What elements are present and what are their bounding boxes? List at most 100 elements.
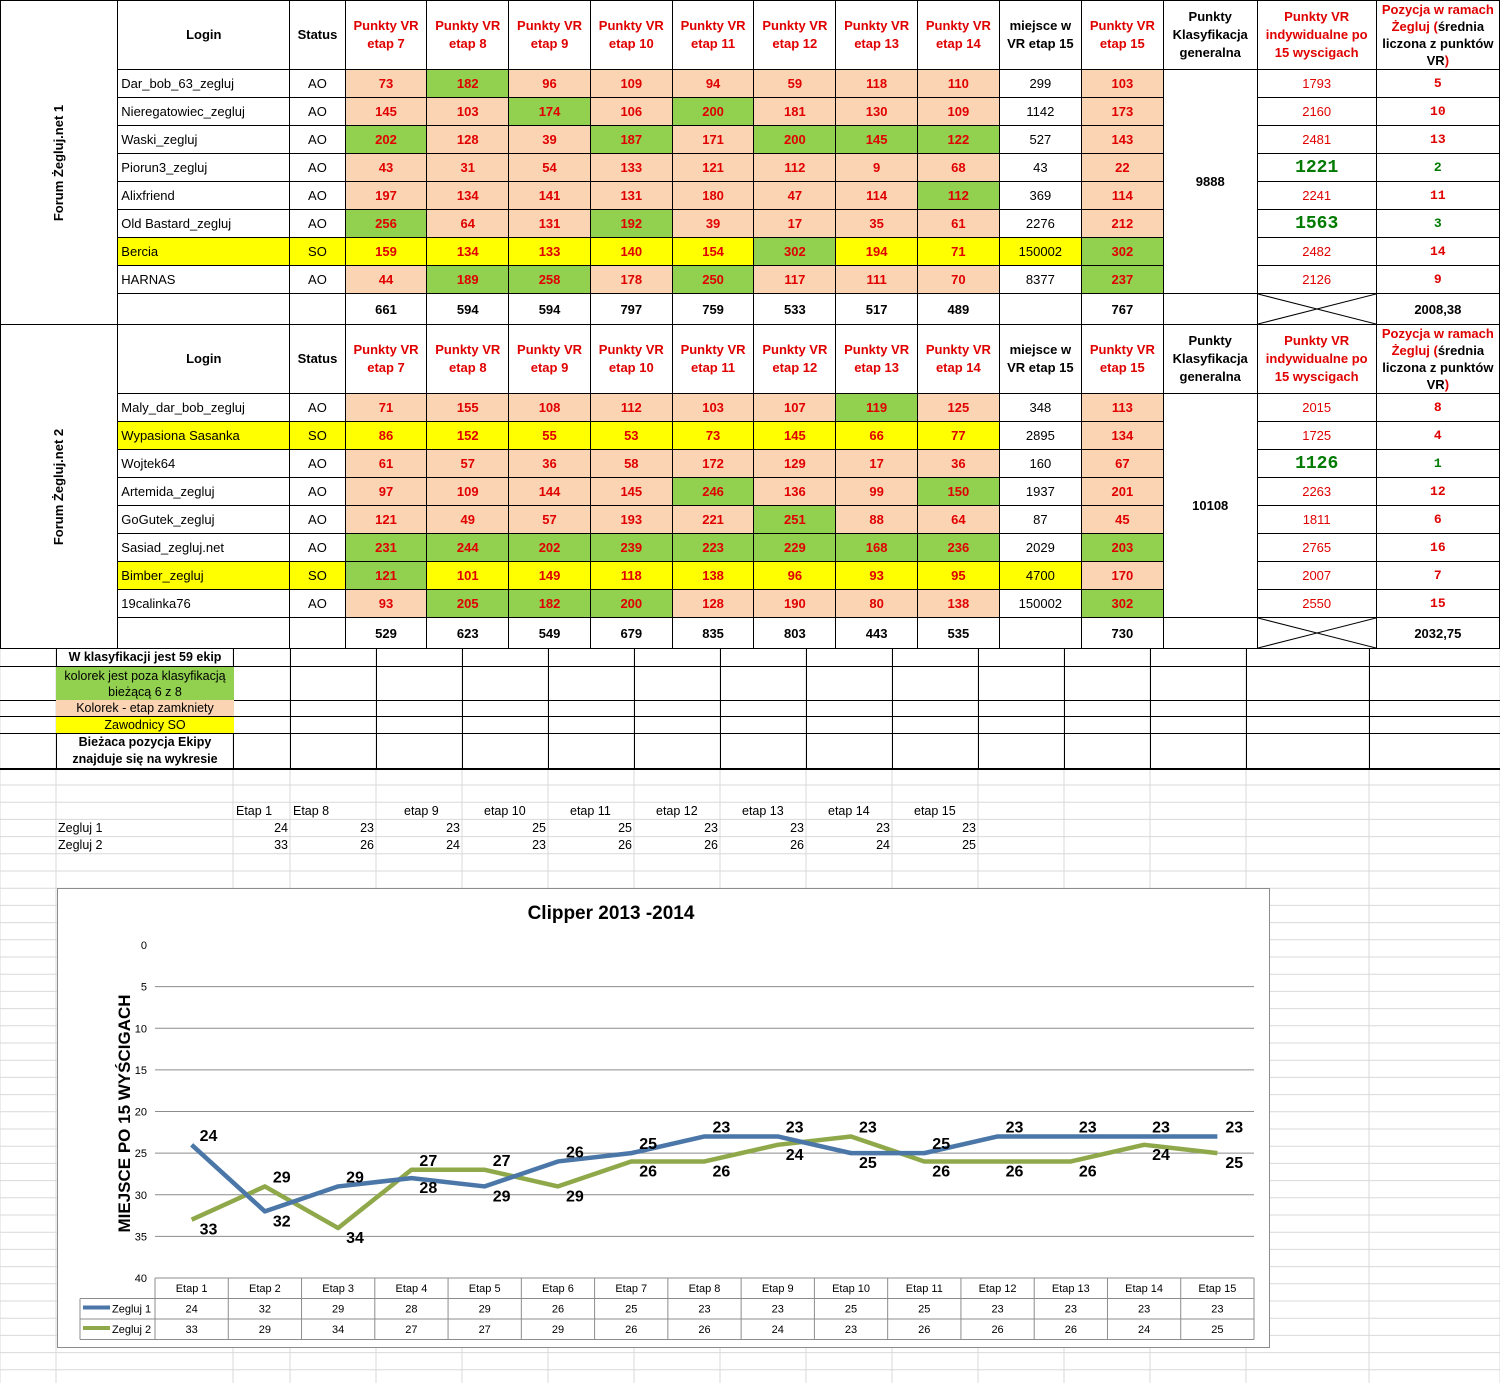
pts15-cell: 114 (1080, 181, 1164, 210)
y-tick-label: 30 (135, 1190, 147, 1202)
data-table-value: 26 (918, 1324, 930, 1336)
x-tick-label: Etap 8 (689, 1283, 721, 1295)
table-row: Bercia SO 159 134 133 140 154 302 194 71 150002 302… (1, 237, 1500, 266)
login-cell: Dar_bob_63_zegluj (117, 69, 291, 98)
data-table-value: 26 (552, 1304, 564, 1316)
total-value: 443 (835, 617, 918, 649)
stage-points: 178 (589, 265, 673, 294)
x-tick-label: Etap 4 (396, 1283, 428, 1295)
header-position-text: Pozycja w ramach Żegluj ( (1381, 326, 1494, 358)
status-cell: AO (289, 533, 346, 562)
legend-note: Bieżaca pozycja Ekipy znajduje się na wy… (72, 735, 218, 766)
data-table-value: 29 (332, 1304, 344, 1316)
mini-header: etap 14 (828, 804, 870, 818)
series-line (190, 1134, 1218, 1231)
status-cell: AO (289, 393, 346, 422)
team-position: 12 (1375, 477, 1500, 506)
login-cell: Old Bastard_zegluj (117, 209, 291, 238)
total-value: 489 (916, 293, 1000, 325)
header-row: Forum Żegluj.net 1 Login Status Punkty VR e… (0, 0, 1500, 325)
data-label: 25 (639, 1136, 657, 1153)
stage-points: 86 (344, 421, 428, 450)
header-login: Login (117, 324, 291, 394)
individual-points: 2015 (1256, 393, 1377, 422)
stage-points: 64 (426, 209, 510, 238)
stage-points: 119 (835, 393, 918, 422)
data-label: 29 (493, 1188, 511, 1205)
crossed-cell (1256, 293, 1377, 325)
mini-value: 23 (790, 821, 804, 835)
mini-row-label: Zegluj 1 (58, 821, 103, 835)
stage-points: 58 (589, 449, 673, 478)
pts15-cell: 203 (1080, 533, 1164, 562)
mini-header: etap 9 (404, 804, 439, 818)
team-position: 15 (1375, 589, 1500, 618)
status-cell: AO (289, 505, 346, 534)
stage-points: 109 (916, 97, 1000, 126)
table-row: Wypasiona Sasanka SO 86 152 55 53 73 145 66 77 289… (1, 421, 1500, 450)
separator-line (0, 768, 1500, 770)
stage-points: 152 (426, 421, 510, 450)
stage-points: 66 (835, 421, 918, 450)
data-label: 27 (419, 1153, 437, 1170)
stage-points: 182 (426, 69, 510, 98)
team-position: 4 (1375, 421, 1500, 450)
place15-cell: 2895 (998, 421, 1082, 450)
stage-points: 112 (916, 181, 1000, 210)
pts15-cell: 212 (1080, 209, 1164, 238)
stage-points: 103 (671, 393, 755, 422)
header-stage: Punkty VR etap 7 (344, 0, 428, 70)
team-position: 1 (1375, 449, 1500, 478)
stage-points: 108 (508, 393, 591, 422)
legend-green: kolorek jest poza klasyfikacją bieżącą 6… (56, 667, 234, 700)
stage-points: 121 (671, 153, 755, 182)
mini-header: etap 13 (742, 804, 784, 818)
stage-points: 128 (426, 125, 510, 154)
stage-points: 31 (426, 153, 510, 182)
pts15-cell: 22 (1080, 153, 1164, 182)
team-position: 6 (1375, 505, 1500, 534)
stage-points: 64 (916, 505, 1000, 534)
place15-cell: 1937 (998, 477, 1082, 506)
data-label: 26 (1079, 1163, 1097, 1180)
status-cell: AO (289, 69, 346, 98)
stage-points: 194 (835, 237, 918, 266)
status-cell: AO (289, 589, 346, 618)
x-tick-label: Etap 10 (832, 1283, 870, 1295)
y-tick-label: 40 (135, 1273, 147, 1285)
stage-points: 111 (835, 265, 918, 294)
stage-points: 131 (589, 181, 673, 210)
legend-peach: Kolorek - etap zamkniety (56, 700, 234, 716)
team-table-1: Forum Żegluj.net 1 Login Status Punkty VR e… (0, 0, 1500, 325)
pts15-cell: 45 (1080, 505, 1164, 534)
login-cell: Alixfriend (117, 181, 291, 210)
team-position: 8 (1375, 393, 1500, 422)
forum-label: Forum Żegluj.net 1 (0, 0, 119, 325)
team-position: 11 (1375, 181, 1500, 210)
stage-points: 171 (671, 125, 755, 154)
status-cell: AO (289, 449, 346, 478)
mini-value: 33 (274, 838, 288, 852)
stage-points: 193 (589, 505, 673, 534)
stage-points: 35 (835, 209, 918, 238)
place15-cell: 299 (998, 69, 1082, 98)
stage-points: 94 (671, 69, 755, 98)
header-login: Login (117, 0, 291, 70)
data-table-value: 26 (1065, 1324, 1077, 1336)
status-cell: AO (289, 265, 346, 294)
mini-value: 26 (704, 838, 718, 852)
total-value: 533 (753, 293, 837, 325)
total-value: 529 (344, 617, 428, 649)
data-label: 23 (1152, 1119, 1170, 1136)
data-label: 34 (346, 1230, 364, 1247)
stage-points: 112 (589, 393, 673, 422)
data-label: 32 (273, 1213, 291, 1230)
stage-points: 107 (753, 393, 837, 422)
stage-points: 133 (589, 153, 673, 182)
stage-points: 95 (916, 561, 1000, 590)
place15-cell: 160 (998, 449, 1082, 478)
login-cell: Bimber_zegluj (117, 561, 291, 590)
mini-value: 24 (446, 838, 460, 852)
legend-team-count: W klasyfikacji jest 59 ekip (68, 650, 222, 664)
data-label: 26 (566, 1144, 584, 1161)
